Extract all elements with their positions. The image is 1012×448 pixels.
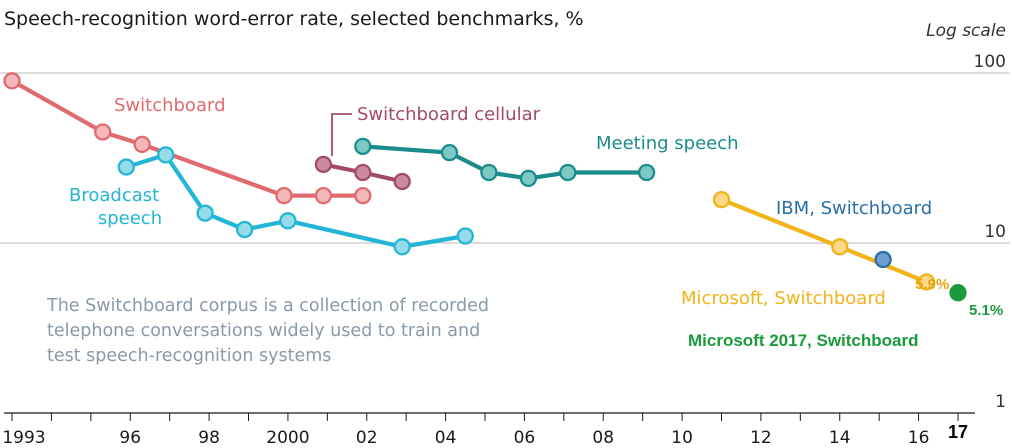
- corpus-note-line-3: test speech-recognition systems: [47, 346, 331, 366]
- series-label-microsoft-2017-switchboard: Microsoft 2017, Switchboard: [688, 331, 919, 350]
- series-line-meeting-speech: [360, 144, 649, 181]
- point-switchboard-1: [94, 123, 112, 141]
- label-connectors: [331, 113, 352, 156]
- point-switchboard-2: [133, 135, 151, 154]
- series-label-microsoft-switchboard: Microsoft, Switchboard: [681, 288, 886, 309]
- x-tick-label-10: 10: [671, 428, 693, 448]
- point-switchboard-3: [275, 186, 293, 205]
- point-meeting-speech-4: [559, 163, 577, 182]
- point-broadcast-speech-0: [117, 158, 135, 176]
- x-tick-label-12: 12: [750, 428, 772, 448]
- y-tick-label-10: 10: [984, 222, 1006, 242]
- x-tick-label-17: 17: [948, 422, 968, 442]
- corpus-note-line-2: telephone conversations widely used to t…: [47, 321, 480, 341]
- point-meeting-speech-2: [480, 163, 498, 182]
- point-switchboard-cellular-1: [354, 163, 372, 182]
- y-axis: 100 10 1: [974, 52, 1006, 412]
- series-label-meeting-speech: Meeting speech: [596, 133, 739, 154]
- x-tick-label-16: 16: [908, 428, 930, 448]
- point-meeting-speech-3: [519, 169, 538, 188]
- point-meeting-speech-5: [637, 163, 656, 182]
- point-switchboard-4: [314, 186, 333, 205]
- annotation-5-1-percent: 5.1%: [969, 302, 1003, 319]
- x-axis: 1993 96 98 2000 02 04 06 08 10 12 14 16 17: [2, 412, 975, 448]
- point-broadcast-speech-6: [456, 227, 474, 245]
- point-microsoft-switchboard-0: [712, 190, 731, 209]
- log-scale-note: Log scale: [926, 21, 1006, 41]
- x-tick-label-14: 14: [829, 428, 851, 448]
- point-meeting-speech-0: [354, 137, 372, 156]
- point-broadcast-speech-2: [196, 204, 214, 222]
- point-meeting-speech-1: [440, 143, 459, 162]
- series-points: [3, 72, 967, 302]
- y-tick-label-1: 1: [995, 392, 1006, 412]
- point-ibm-switchboard-0: [874, 250, 892, 269]
- x-tick-label-06: 06: [514, 428, 536, 448]
- annotation-5-9-percent: 5.9%: [915, 276, 949, 293]
- series-label-ibm-switchboard: IBM, Switchboard: [776, 198, 932, 219]
- y-tick-label-100: 100: [974, 52, 1006, 72]
- point-microsoft-switchboard-1: [831, 238, 849, 256]
- corpus-note: The Switchboard corpus is a collection o…: [46, 296, 495, 366]
- x-tick-label-08: 08: [592, 428, 614, 448]
- point-broadcast-speech-5: [393, 238, 411, 256]
- series-line-broadcast-speech: [124, 152, 468, 249]
- corpus-note-line-1: The Switchboard corpus is a collection o…: [46, 296, 489, 316]
- series-labels: Switchboard Switchboard cellular Meeting…: [69, 95, 1003, 350]
- point-switchboard-0: [3, 72, 21, 90]
- x-tick-label-2000: 2000: [266, 428, 309, 448]
- point-broadcast-speech-3: [235, 220, 254, 239]
- series-label-broadcast-speech: Broadcast speech: [69, 185, 165, 229]
- point-microsoft-2017-switchboard-0: [949, 284, 967, 302]
- chart-title: Speech-recognition word-error rate, sele…: [4, 8, 584, 30]
- point-broadcast-speech-1: [157, 146, 175, 164]
- switchboard-cellular-connector: [331, 113, 352, 156]
- point-switchboard-cellular-2: [393, 172, 411, 191]
- point-switchboard-cellular-0: [314, 155, 333, 174]
- series-label-switchboard-cellular: Switchboard cellular: [357, 104, 541, 125]
- point-switchboard-5: [354, 186, 372, 205]
- x-tick-label-04: 04: [435, 428, 457, 448]
- point-broadcast-speech-4: [279, 212, 297, 230]
- x-tick-label-02: 02: [356, 428, 378, 448]
- x-tick-label-96: 96: [119, 428, 141, 448]
- x-tick-label-98: 98: [198, 428, 220, 448]
- series-label-switchboard: Switchboard: [114, 95, 226, 116]
- x-tick-label-1993: 1993: [2, 428, 45, 448]
- point-microsoft-switchboard-2: [917, 273, 936, 291]
